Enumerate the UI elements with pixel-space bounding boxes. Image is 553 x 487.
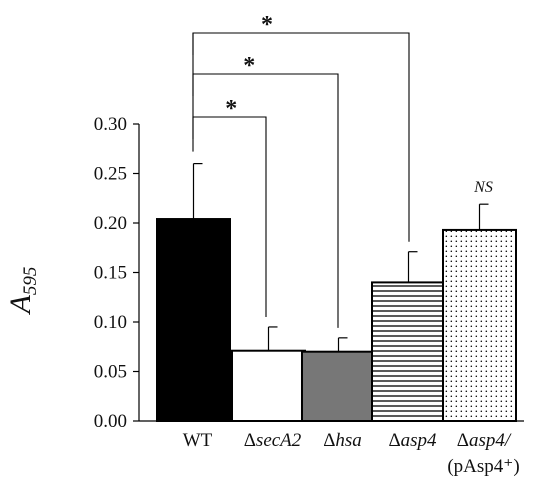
significance-star: * bbox=[243, 53, 255, 79]
bar bbox=[231, 349, 306, 422]
bar bbox=[371, 281, 446, 422]
x-tick-label: Δhsa bbox=[323, 430, 362, 451]
y-tick-label: 0.05 bbox=[94, 362, 127, 383]
y-tick-label: 0.15 bbox=[94, 263, 127, 284]
comparison-bracket bbox=[192, 32, 410, 242]
x-tick-label: Δasp4/ bbox=[457, 430, 512, 451]
significance-star: * bbox=[261, 12, 273, 38]
y-tick-label: 0.10 bbox=[94, 312, 127, 333]
y-tick-label: 0.20 bbox=[94, 213, 127, 234]
x-tick-label: WT bbox=[183, 430, 213, 451]
y-tick-label: 0.25 bbox=[94, 164, 127, 185]
significance-star: * bbox=[225, 96, 237, 122]
ns-annotation: NS bbox=[473, 179, 493, 196]
y-axis-label: A595 bbox=[4, 267, 41, 316]
significance-brackets: ***NS bbox=[192, 12, 493, 328]
bar bbox=[156, 218, 231, 422]
x-tick-label: ΔsecA2 bbox=[244, 430, 302, 451]
bar bbox=[301, 350, 376, 423]
category-labels: WT ΔsecA2 Δhsa Δasp4 Δasp4/ (pAsp4⁺) bbox=[183, 430, 520, 477]
y-tick-label: 0.00 bbox=[94, 411, 127, 432]
bar bbox=[442, 228, 517, 422]
x-tick-label: Δasp4 bbox=[388, 430, 437, 451]
x-tick-label-line2: (pAsp4⁺) bbox=[447, 456, 519, 477]
bars bbox=[156, 163, 517, 423]
y-tick-label: 0.30 bbox=[94, 114, 127, 135]
